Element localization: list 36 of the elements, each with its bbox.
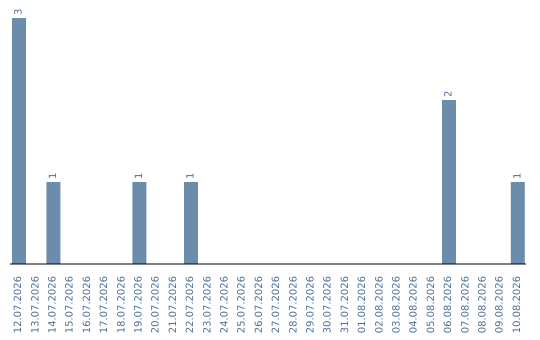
x-tick-label: 06.08.2026 bbox=[443, 276, 454, 334]
data-label: 2 bbox=[444, 90, 454, 97]
x-tick-label: 02.08.2026 bbox=[374, 276, 386, 334]
x-tick-label: 30.07.2026 bbox=[322, 276, 334, 334]
x-tick-label: 21.07.2026 bbox=[168, 276, 179, 334]
x-tick-label: 12.07.2026 bbox=[13, 276, 24, 334]
x-tick-label: 04.08.2026 bbox=[408, 276, 420, 334]
data-label: 1 bbox=[48, 172, 59, 179]
x-tick-label: 15.07.2026 bbox=[64, 276, 76, 334]
x-tick-label: 07.08.2026 bbox=[460, 276, 472, 334]
x-tick-label: 24.07.2026 bbox=[220, 276, 230, 334]
x-tick-label: 27.07.2026 bbox=[271, 276, 282, 334]
data-label: 3 bbox=[14, 8, 24, 15]
x-tick-label: 05.08.2026 bbox=[426, 276, 437, 334]
x-tick-label: 19.07.2026 bbox=[134, 276, 144, 334]
x-tick-label: 10.08.2026 bbox=[512, 276, 523, 334]
x-tick-label: 23.07.2026 bbox=[202, 276, 214, 334]
data-label: 1 bbox=[512, 172, 524, 179]
x-tick-label: 01.08.2026 bbox=[357, 276, 368, 334]
x-tick-label: 22.07.2026 bbox=[185, 276, 196, 334]
x-tick-label: 03.08.2026 bbox=[392, 276, 402, 334]
x-tick-label: 16.07.2026 bbox=[82, 276, 93, 334]
x-tick-label: 17.07.2026 bbox=[99, 276, 110, 334]
data-label: 1 bbox=[134, 172, 145, 179]
x-tick-label: 26.07.2026 bbox=[254, 276, 265, 334]
x-tick-label: 09.08.2026 bbox=[494, 276, 506, 334]
x-tick-label: 25.07.2026 bbox=[236, 276, 248, 334]
x-tick-label: 08.08.2026 bbox=[478, 276, 488, 334]
x-tick-label: 29.07.2026 bbox=[306, 276, 316, 334]
x-tick-label: 31.07.2026 bbox=[340, 276, 351, 334]
x-tick-label: 14.07.2026 bbox=[48, 276, 58, 334]
x-tick-label: 13.07.2026 bbox=[30, 276, 42, 334]
x-tick-label: 28.07.2026 bbox=[288, 276, 300, 334]
x-tick-label: 20.07.2026 bbox=[150, 276, 162, 334]
x-tick-label: 18.07.2026 bbox=[116, 276, 128, 334]
data-label: 1 bbox=[186, 172, 196, 179]
